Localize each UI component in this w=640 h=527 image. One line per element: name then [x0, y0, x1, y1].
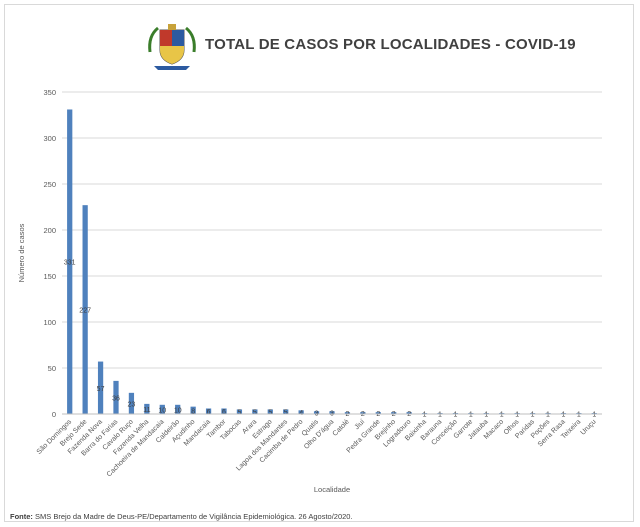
x-axis-title: Localidade: [314, 485, 350, 494]
y-tick-label: 100: [43, 318, 56, 327]
source-label: Fonte:: [10, 512, 33, 521]
bar: [375, 412, 381, 414]
bar: [406, 412, 412, 414]
source-text: SMS Brejo da Madre de Deus-PE/Departamen…: [32, 512, 353, 521]
y-tick-label: 300: [43, 134, 56, 143]
data-label: 5: [237, 410, 241, 417]
bar: [329, 411, 335, 414]
y-tick-label: 350: [43, 88, 56, 97]
bar: [205, 408, 212, 414]
data-label: 10: [158, 407, 166, 414]
y-tick-label: 200: [43, 226, 56, 235]
bar: [298, 410, 304, 414]
data-label: 8: [191, 408, 195, 415]
source-note: Fonte: SMS Brejo da Madre de Deus-PE/Dep…: [10, 512, 353, 521]
y-axis-title: Número de casos: [17, 223, 26, 282]
bar: [344, 412, 351, 414]
bar: [252, 409, 258, 414]
y-tick-label: 250: [43, 180, 56, 189]
data-label: 2: [392, 411, 396, 418]
x-tick-label: Jiuí: [354, 418, 367, 431]
data-label: 5: [284, 410, 288, 417]
data-label: 23: [128, 401, 136, 408]
bar: [128, 392, 135, 414]
data-label: 1: [423, 412, 427, 419]
data-label: 6: [207, 409, 211, 416]
bar: [97, 361, 104, 414]
data-label: 57: [97, 386, 105, 393]
data-label: 1: [546, 412, 550, 419]
bar: [67, 109, 73, 414]
bar: [236, 409, 243, 414]
data-label: 1: [453, 412, 457, 419]
x-tick-label: Catolé: [332, 418, 351, 437]
bar: [391, 412, 397, 414]
bar: [82, 205, 88, 414]
data-label: 6: [222, 409, 226, 416]
data-label: 5: [253, 410, 257, 417]
data-label: 1: [469, 412, 473, 419]
data-label: 1: [592, 412, 596, 419]
data-label: 36: [112, 395, 120, 402]
y-tick-label: 0: [52, 410, 56, 419]
chart-title: TOTAL DE CASOS POR LOCALIDADES - COVID-1…: [205, 36, 576, 53]
bar: [113, 380, 119, 414]
bar: [175, 404, 181, 414]
x-tick-label: Uruçu: [580, 418, 598, 436]
data-label: 10: [174, 407, 182, 414]
y-tick-label: 50: [48, 364, 56, 373]
data-label: 331: [64, 260, 76, 267]
y-tick-label: 150: [43, 272, 56, 281]
data-label: 1: [438, 412, 442, 419]
bar: [283, 409, 289, 414]
data-label: 1: [561, 412, 565, 419]
bar: [221, 408, 227, 414]
data-label: 227: [79, 308, 91, 315]
data-label: 1: [484, 412, 488, 419]
data-label: 2: [376, 411, 380, 418]
bar: [267, 409, 273, 414]
data-label: 1: [515, 412, 519, 419]
data-label: 2: [407, 411, 411, 418]
bar: [144, 403, 150, 414]
data-label: 1: [531, 412, 535, 419]
bar: [159, 404, 165, 414]
data-label: 1: [577, 412, 581, 419]
municipal-emblem-icon: [148, 24, 196, 70]
bar: [190, 406, 196, 414]
bar: [360, 412, 366, 414]
data-label: 1: [500, 412, 504, 419]
data-label: 2: [345, 411, 349, 418]
bar: [313, 411, 320, 414]
data-label: 2: [361, 411, 365, 418]
data-label: 11: [143, 407, 150, 414]
data-label: 5: [268, 410, 272, 417]
chart-frame: [4, 4, 634, 522]
